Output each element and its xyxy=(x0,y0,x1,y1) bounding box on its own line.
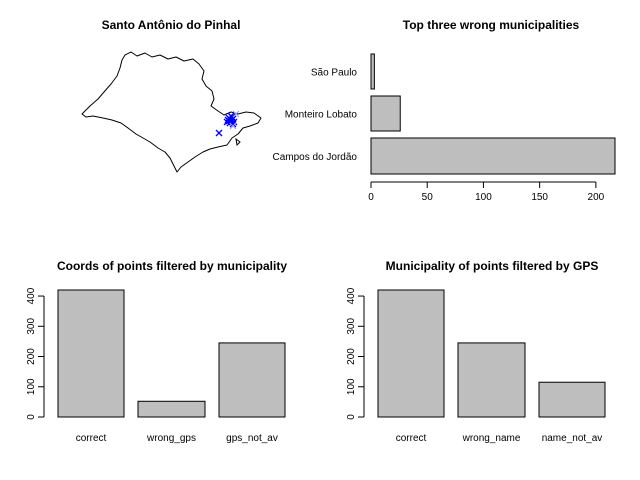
vbar1-label-1: wrong_gps xyxy=(146,433,196,444)
vbar2-bar-0 xyxy=(377,289,445,418)
vbar1-bar-0 xyxy=(57,289,125,418)
state-outline xyxy=(81,51,262,173)
hbar-title: Top three wrong municipalities xyxy=(403,18,580,32)
hbar-label-0: São Paulo xyxy=(311,68,358,79)
map-point-light-1 xyxy=(229,122,237,130)
vbar2-ytick-label-2: 200 xyxy=(346,348,357,365)
hbar-xtick-label-0: 0 xyxy=(368,192,374,203)
hbar-label-1: Monteiro Lobato xyxy=(285,110,358,121)
vbar2-ytick-label-4: 400 xyxy=(346,287,357,304)
vbar1-title: Coords of points filtered by municipalit… xyxy=(57,259,287,273)
map-point-light-0 xyxy=(232,110,240,118)
hbar-label-2: Campos do Jordão xyxy=(273,152,358,163)
vbar2-label-2: name_not_av xyxy=(542,433,603,444)
map-title: Santo Antônio do Pinhal xyxy=(102,18,241,32)
vbar1-bar-1 xyxy=(137,400,206,418)
vbar1-label-0: correct xyxy=(76,433,107,444)
vbar1-label-2: gps_not_av xyxy=(226,433,278,444)
hbar-xtick-label-3: 150 xyxy=(531,192,548,203)
map-point-outlier xyxy=(215,129,223,137)
vbar1-ytick-label-0: 0 xyxy=(26,414,37,420)
map-point-8 xyxy=(223,118,231,126)
map-points xyxy=(215,110,240,137)
map-point-9 xyxy=(229,120,237,128)
vbar2-ytick-label-1: 100 xyxy=(346,378,357,395)
vbar1-ytick-label-2: 200 xyxy=(26,348,37,365)
vbar2-label-1: wrong_name xyxy=(462,433,521,444)
vbar2-bar-1 xyxy=(457,342,526,418)
gps-filter-chart: Municipality of points filtered by GPS c… xyxy=(346,259,606,444)
vbar2-ytick-label-3: 300 xyxy=(346,318,357,335)
municipality-filter-chart: Coords of points filtered by municipalit… xyxy=(26,259,287,444)
vbar1-ytick-label-3: 300 xyxy=(26,318,37,335)
horizontal-bar-chart: Top three wrong municipalities São Paulo… xyxy=(273,18,616,203)
hbar-bar-0 xyxy=(370,53,375,90)
hbar-bar-2 xyxy=(370,137,616,175)
hbar-xtick-label-2: 100 xyxy=(475,192,492,203)
hbar-xtick-label-1: 50 xyxy=(422,192,434,203)
map-point-10 xyxy=(227,112,235,120)
vbar1-bar-2 xyxy=(218,342,286,418)
map-panel: Santo Antônio do Pinhal xyxy=(81,18,262,173)
vbar2-label-0: correct xyxy=(396,433,427,444)
vbar2-bar-2 xyxy=(538,381,606,418)
vbar2-ytick-label-0: 0 xyxy=(346,414,357,420)
coast-island xyxy=(235,137,241,147)
map-point-11 xyxy=(225,117,233,125)
hbar-xtick-label-4: 200 xyxy=(588,192,605,203)
vbar1-ytick-label-4: 400 xyxy=(26,287,37,304)
vbar1-ytick-label-1: 100 xyxy=(26,378,37,395)
hbar-bar-1 xyxy=(370,95,401,132)
vbar2-title: Municipality of points filtered by GPS xyxy=(386,259,599,273)
